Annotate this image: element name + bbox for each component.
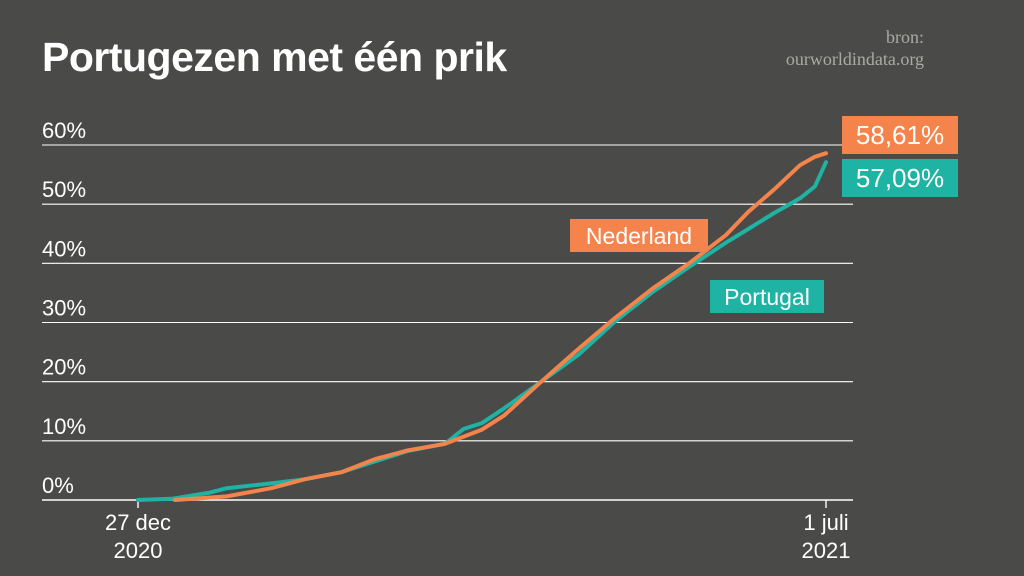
y-tick-label: 60% bbox=[42, 118, 86, 143]
y-tick-label: 50% bbox=[42, 177, 86, 202]
y-tick-label: 20% bbox=[42, 355, 86, 380]
series-annotation-box-nederland bbox=[570, 219, 708, 252]
x-tick-label: 27 dec bbox=[105, 510, 171, 535]
end-label-portugal: 57,09% bbox=[856, 163, 944, 193]
y-tick-label: 30% bbox=[42, 296, 86, 321]
x-tick-year: 2020 bbox=[114, 538, 163, 563]
series-annotation-box-portugal bbox=[710, 280, 824, 313]
x-tick-label: 1 juli bbox=[803, 510, 848, 535]
series-annotation-nederland: Nederland bbox=[586, 223, 692, 249]
y-tick-label: 0% bbox=[42, 473, 74, 498]
series-line-nederland bbox=[173, 151, 828, 502]
source-note: bron: ourworldindata.org bbox=[786, 26, 924, 70]
source-url: ourworldindata.org bbox=[785, 49, 924, 69]
end-label-box-portugal bbox=[842, 159, 958, 197]
chart-title: Portugezen met één prik bbox=[42, 34, 507, 80]
x-tick-year: 2021 bbox=[802, 538, 851, 563]
end-label-box-nederland bbox=[842, 116, 958, 154]
y-tick-label: 10% bbox=[42, 414, 86, 439]
end-label-nederland: 58,61% bbox=[856, 120, 944, 150]
series-line-portugal bbox=[136, 160, 828, 502]
series-annotation-portugal: Portugal bbox=[724, 284, 810, 310]
source-label: bron: bbox=[886, 27, 924, 47]
y-tick-label: 40% bbox=[42, 236, 86, 261]
